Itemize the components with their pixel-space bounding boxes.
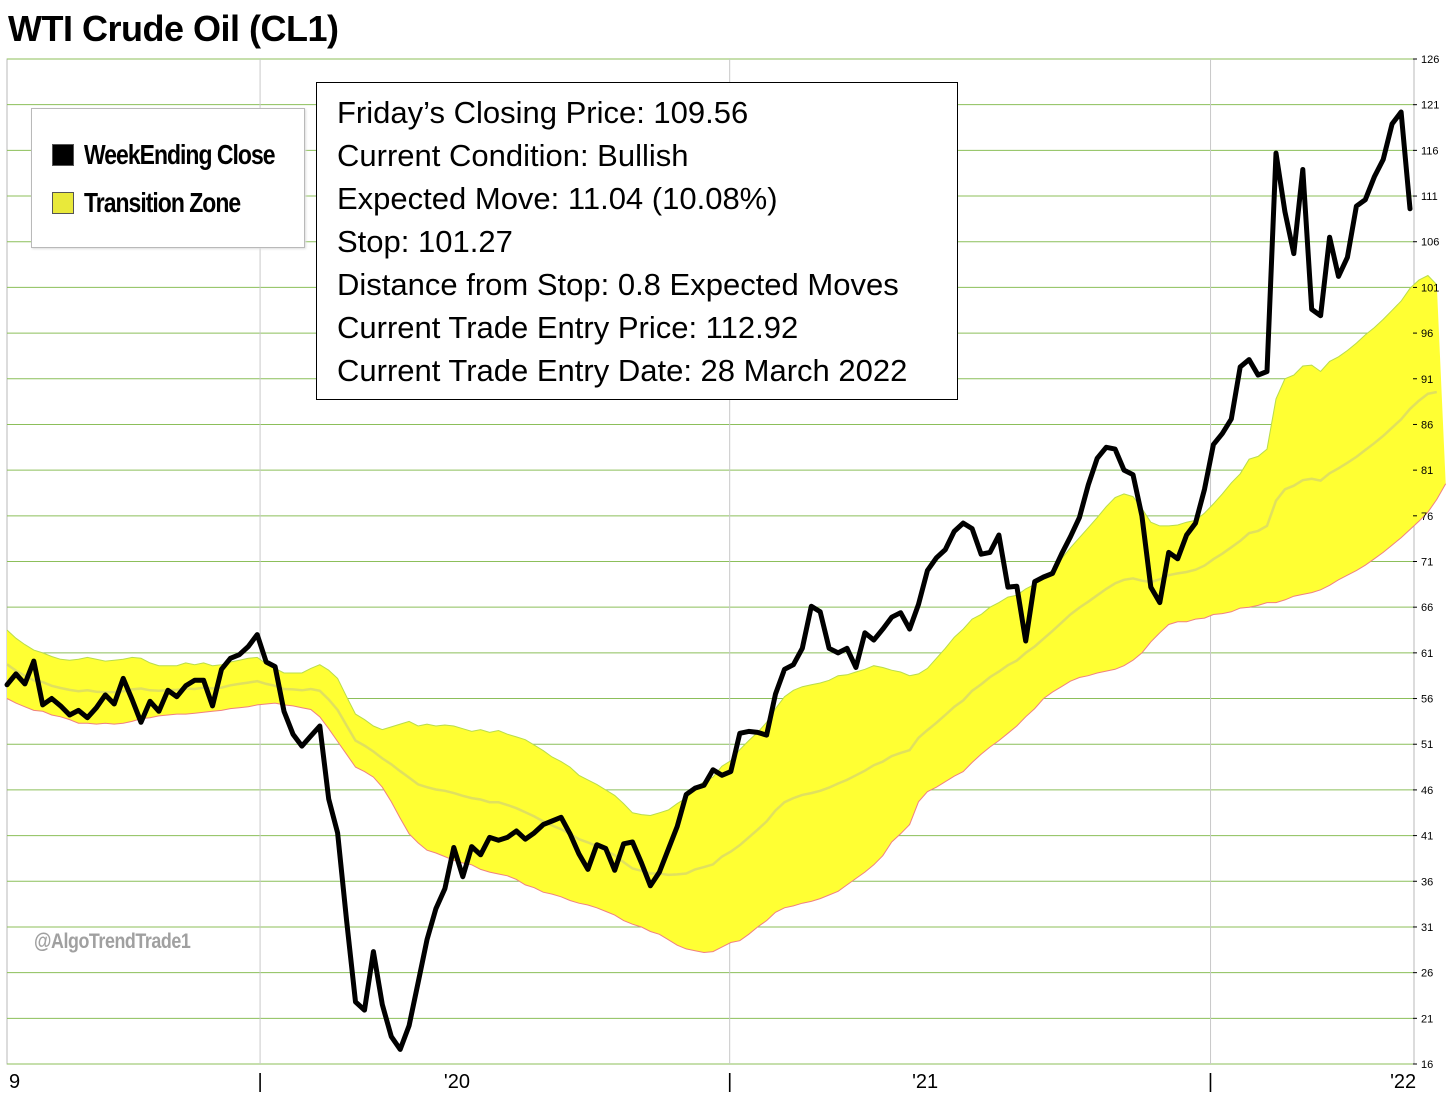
y-tick-label: 106: [1421, 237, 1439, 249]
y-tick-label: 51: [1421, 739, 1433, 751]
y-tick-label: 96: [1421, 328, 1433, 340]
y-tick-label: 81: [1421, 465, 1433, 477]
y-tick-label: 71: [1421, 557, 1433, 569]
y-tick-label: 41: [1421, 831, 1433, 843]
y-tick-label: 66: [1421, 602, 1433, 614]
x-tick-label: '21: [912, 1071, 938, 1093]
y-tick-label: 56: [1421, 694, 1433, 706]
x-tick-label: |: [727, 1071, 732, 1093]
y-tick-label: 101: [1421, 282, 1439, 294]
y-tick-label: 61: [1421, 648, 1433, 660]
chart-title: WTI Crude Oil (CL1): [8, 8, 339, 49]
y-tick-label: 36: [1421, 876, 1433, 888]
legend-swatch-yellow: [52, 192, 74, 214]
y-tick-label: 121: [1421, 100, 1439, 112]
y-tick-label: 126: [1421, 54, 1439, 66]
y-tick-label: 26: [1421, 968, 1433, 980]
watermark: @AlgoTrendTrade1: [34, 930, 191, 953]
legend-label: Transition Zone: [84, 187, 241, 218]
info-distance-from-stop: Distance from Stop: 0.8 Expected Moves: [337, 267, 899, 302]
y-tick-label: 91: [1421, 374, 1433, 386]
y-tick-label: 16: [1421, 1059, 1433, 1071]
x-tick-label: |: [257, 1071, 262, 1093]
info-entry-date: Current Trade Entry Date: 28 March 2022: [337, 353, 908, 388]
x-axis-ticks: 9 | '20 | '21 | '22: [9, 1071, 1416, 1093]
info-stop: Stop: 101.27: [337, 224, 513, 259]
x-tick-label: '22: [1390, 1071, 1416, 1093]
y-axis-ticks: 16 21 26 31 36 41 46 51 56 61 66 71 76 81 86 91 96 101 106…: [1413, 54, 1439, 1071]
y-tick-label: 111: [1421, 191, 1438, 203]
y-tick-label: 46: [1421, 785, 1433, 797]
info-entry-price: Current Trade Entry Price: 112.92: [337, 310, 799, 345]
legend-item-transition-zone: Transition Zone: [52, 187, 274, 219]
y-tick-label: 31: [1421, 922, 1433, 934]
y-tick-label: 76: [1421, 511, 1433, 523]
legend: WeekEnding Close Transition Zone: [31, 108, 305, 248]
info-expected-move: Expected Move: 11.04 (10.08%): [337, 181, 778, 216]
weekending-close-line: [4, 109, 1413, 1052]
legend-item-weekending-close: WeekEnding Close: [52, 139, 316, 171]
trade-info-box: Friday’s Closing Price: 109.56 Current C…: [316, 82, 958, 400]
legend-label: WeekEnding Close: [84, 139, 276, 170]
y-tick-label: 21: [1421, 1013, 1433, 1025]
transition-zone-band: [7, 275, 1446, 953]
transition-zone-midline: [6, 390, 1438, 877]
y-tick-label: 116: [1421, 145, 1439, 157]
transition-zone-lower-edge: [6, 483, 1447, 954]
legend-swatch-black: [52, 144, 74, 166]
x-tick-label: 9: [9, 1071, 20, 1093]
x-tick-label: '20: [444, 1071, 470, 1093]
x-tick-label: |: [1208, 1071, 1213, 1093]
y-tick-label: 86: [1421, 419, 1433, 431]
info-closing-price: Friday’s Closing Price: 109.56: [337, 95, 749, 130]
info-current-condition: Current Condition: Bullish: [337, 138, 689, 173]
